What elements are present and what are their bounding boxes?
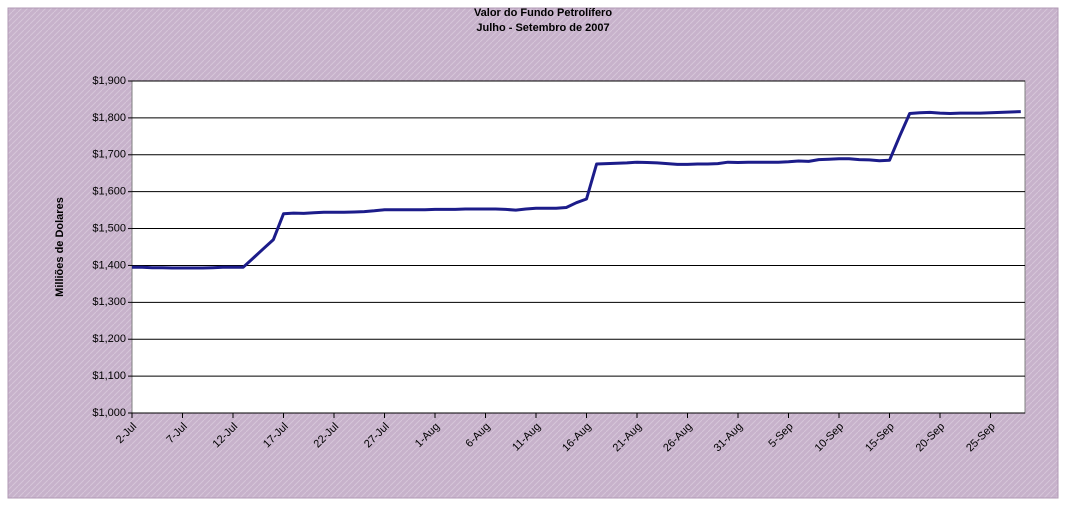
y-tick-label: $1,800	[92, 112, 126, 124]
plot-area	[131, 80, 1026, 414]
y-tick-label: $1,900	[92, 75, 126, 87]
y-tick-label: $1,600	[92, 186, 126, 198]
y-tick-label: $1,700	[92, 149, 126, 161]
chart-subtitle: Julho - Setembro de 2007	[476, 22, 609, 34]
y-tick-label: $1,100	[92, 370, 126, 382]
chart-title: Valor do Fundo Petrolífero	[474, 7, 612, 19]
y-axis-label: Milliões de Dolares	[54, 197, 66, 297]
y-tick-label: $1,200	[92, 333, 126, 345]
data-line	[132, 110, 1021, 270]
y-tick-label: $1,000	[92, 407, 126, 419]
y-tick-label: $1,400	[92, 259, 126, 271]
y-tick-label: $1,300	[92, 296, 126, 308]
y-tick-label: $1,500	[92, 222, 126, 234]
